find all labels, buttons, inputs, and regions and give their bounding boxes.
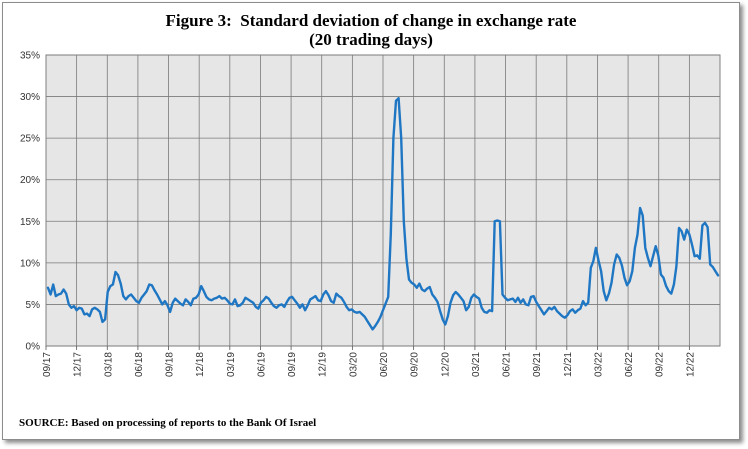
x-tick-label: 03/19: [226, 352, 237, 377]
x-tick-label: 12/17: [73, 352, 84, 377]
x-tick-label: 03/20: [348, 352, 359, 377]
x-tick-label: 06/22: [624, 352, 635, 377]
x-tick-label: 06/20: [379, 352, 390, 377]
y-tick-label: 25%: [20, 134, 40, 145]
x-tick-label: 12/19: [318, 352, 329, 377]
chart-subtitle: (20 trading days): [309, 30, 433, 49]
x-tick-label: 12/22: [685, 352, 696, 377]
y-tick-label: 20%: [20, 175, 40, 186]
x-tick-label: 09/20: [410, 352, 421, 377]
x-tick-label: 09/18: [165, 352, 176, 377]
x-tick-label: 12/20: [440, 352, 451, 377]
y-tick-label: 5%: [26, 300, 41, 311]
x-tick-label: 12/21: [563, 352, 574, 377]
chart-title: Figure 3: Standard deviation of change i…: [165, 11, 577, 30]
x-tick-label: 03/22: [593, 352, 604, 377]
x-tick-label: 06/21: [502, 352, 513, 377]
x-tick-label: 12/18: [195, 352, 206, 377]
y-tick-label: 30%: [20, 92, 40, 103]
chart-title-block: Figure 3: Standard deviation of change i…: [3, 11, 739, 49]
x-tick-label: 09/22: [655, 352, 666, 377]
x-tick-label: 03/21: [471, 352, 482, 377]
y-tick-label: 15%: [20, 217, 40, 228]
series-line: [46, 96, 720, 331]
x-tick-label: 03/18: [103, 352, 114, 377]
source-note: SOURCE: Based on processing of reports t…: [19, 417, 317, 429]
x-tick-label: 09/17: [42, 352, 53, 377]
y-tick-label: 10%: [20, 258, 40, 269]
y-tick-label: 0%: [26, 342, 41, 353]
x-tick-label: 06/19: [256, 352, 267, 377]
x-tick-label: 09/19: [287, 352, 298, 377]
y-tick-label: 35%: [20, 51, 40, 62]
x-tick-label: 06/18: [134, 352, 145, 377]
x-tick-label: 09/21: [532, 352, 543, 377]
